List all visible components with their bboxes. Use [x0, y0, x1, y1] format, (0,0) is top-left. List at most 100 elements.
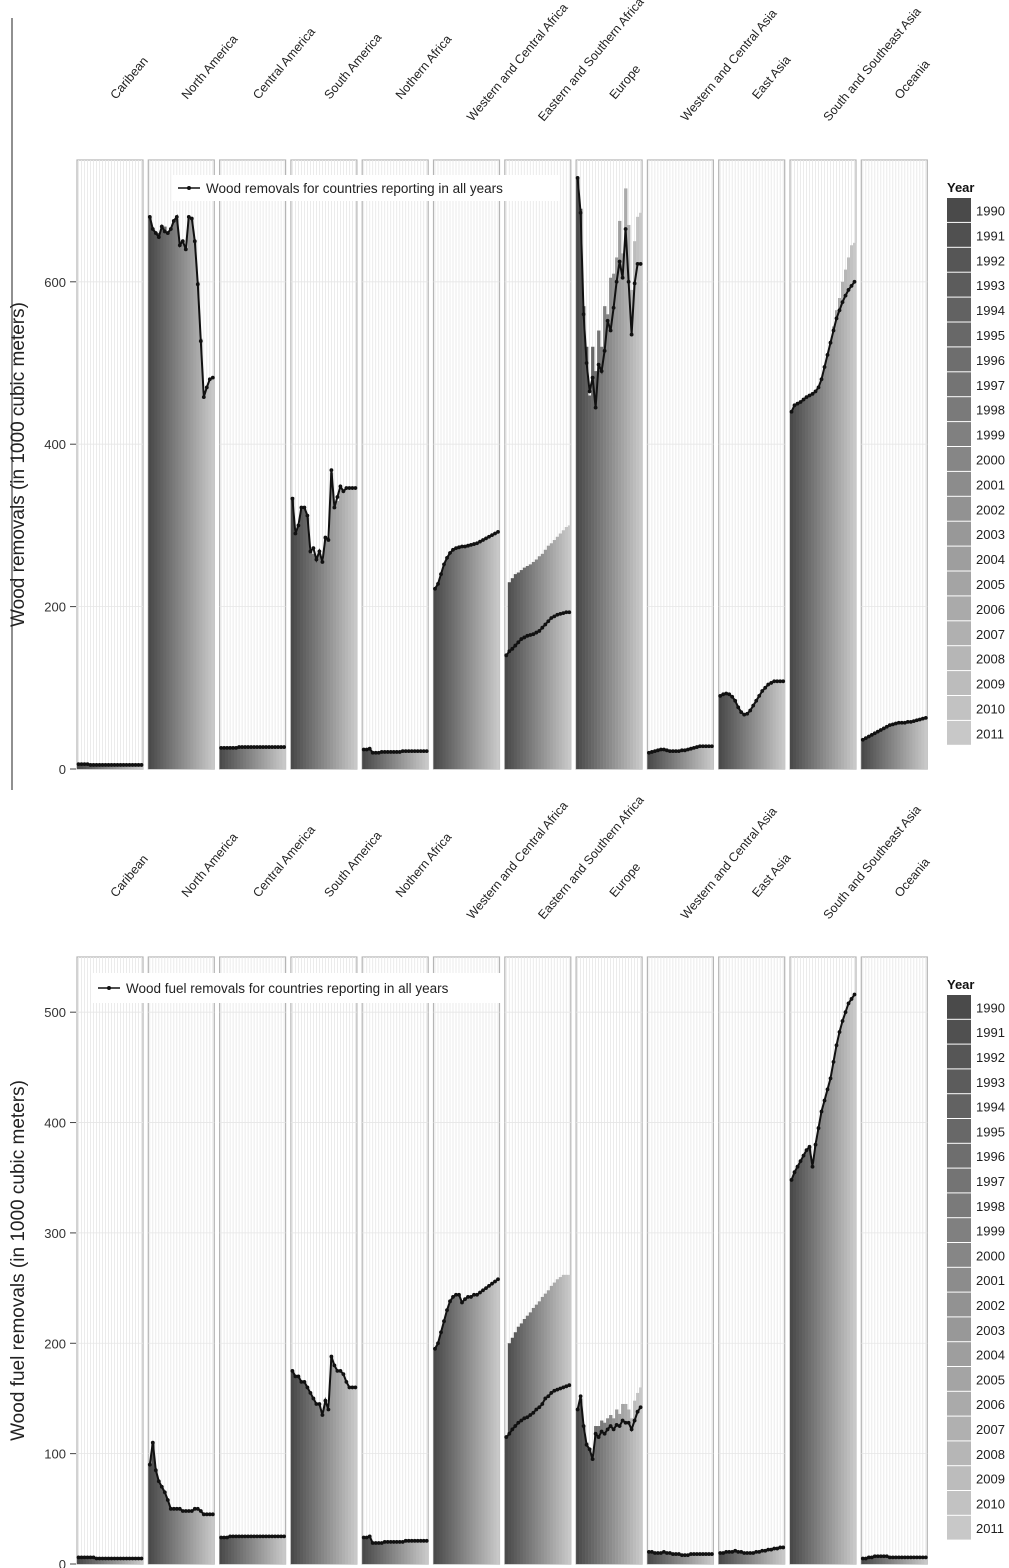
line-point-2008 — [772, 1546, 777, 1551]
bar-1992 — [296, 525, 301, 769]
line-point-2011 — [638, 1405, 643, 1410]
bar-1991 — [579, 1398, 583, 1564]
year-legend-label: 1999 — [976, 1224, 1005, 1239]
bar-2006 — [338, 1370, 343, 1564]
line-point-1997 — [739, 1549, 744, 1554]
line-point-2005 — [478, 539, 482, 544]
line-point-2004 — [760, 689, 765, 693]
panel-label: Nothern Africa — [393, 32, 455, 102]
line-point-2001 — [751, 703, 756, 708]
line-point-2007 — [127, 1556, 132, 1561]
line-point-2002 — [754, 1549, 759, 1554]
panel-label: Western and Central Asia — [678, 6, 780, 123]
bar-1995 — [662, 1551, 666, 1564]
bar-1999 — [389, 751, 393, 769]
line-point-1997 — [240, 745, 245, 749]
bar-2007 — [484, 538, 488, 769]
line-point-1997 — [596, 1435, 601, 1439]
bar-2004 — [404, 1540, 408, 1564]
line-point-2008 — [130, 1556, 135, 1561]
bar-2003 — [686, 749, 690, 769]
line-point-2001 — [109, 763, 114, 767]
line-point-1994 — [445, 1308, 449, 1313]
bar-2005 — [193, 241, 197, 769]
bar-2001 — [894, 723, 898, 769]
line-point-2010 — [564, 1384, 569, 1389]
year-legend-swatch — [947, 546, 971, 571]
line-point-1993 — [869, 1555, 874, 1560]
line-point-1997 — [311, 546, 316, 551]
bar-2010 — [350, 1387, 355, 1564]
bar-2011 — [710, 746, 714, 769]
line-point-1996 — [878, 728, 883, 732]
bar-2004 — [903, 1557, 907, 1564]
bar-2011 — [710, 1554, 714, 1564]
line-point-2002 — [469, 1295, 473, 1299]
bar-2011 — [425, 1540, 429, 1564]
line-point-1994 — [302, 505, 307, 510]
line-point-1995 — [305, 1385, 310, 1390]
year-legend-swatch — [947, 1391, 971, 1416]
year-legend-swatch — [947, 471, 971, 496]
bar-1996 — [451, 549, 455, 769]
line-point-1998 — [599, 369, 604, 374]
bar-2004 — [190, 1511, 194, 1564]
line-point-1996 — [878, 1554, 883, 1559]
bar-2007 — [270, 1536, 274, 1564]
line-point-2010 — [635, 262, 640, 266]
bar-2006 — [624, 188, 628, 770]
bar-2009 — [561, 1274, 566, 1564]
line-point-2003 — [329, 1354, 334, 1359]
bar-2000 — [820, 379, 824, 769]
y-tick-label: 400 — [44, 1116, 66, 1131]
line-point-2004 — [831, 328, 836, 333]
bar-1999 — [531, 561, 536, 769]
bar-1996 — [665, 1552, 669, 1564]
line-point-1996 — [736, 1549, 741, 1554]
line-point-1996 — [807, 393, 812, 398]
line-point-1997 — [97, 763, 102, 767]
line-point-1999 — [317, 549, 322, 554]
year-legend-swatch — [947, 247, 971, 272]
line-point-1994 — [88, 1555, 93, 1560]
line-point-1995 — [162, 229, 167, 234]
bar-2005 — [407, 1540, 411, 1564]
line-point-2002 — [397, 750, 402, 754]
line-point-1996 — [165, 1498, 170, 1502]
line-point-2001 — [608, 1424, 613, 1428]
bar-1994 — [374, 1543, 378, 1564]
line-point-2000 — [249, 745, 254, 749]
panel-frame — [646, 159, 715, 770]
line-point-2004 — [902, 720, 907, 725]
line-point-2001 — [394, 750, 399, 754]
line-point-2001 — [537, 629, 542, 633]
year-legend-label: 2008 — [976, 1447, 1005, 1462]
line-point-1999 — [317, 1402, 322, 1406]
bar-1999 — [246, 1536, 250, 1564]
bar-1994 — [445, 1310, 449, 1564]
line-point-2005 — [121, 763, 126, 767]
line-point-2010 — [707, 744, 711, 749]
bar-2004 — [546, 1290, 551, 1564]
line-point-2000 — [177, 243, 182, 248]
panel-label: Caribean — [108, 54, 151, 102]
panel-label: East Asia — [749, 851, 793, 900]
bar-2011 — [353, 488, 358, 769]
bar-1995 — [377, 752, 381, 769]
bar-1990 — [576, 1409, 580, 1564]
line-point-2000 — [890, 722, 895, 727]
line-point-2001 — [180, 1509, 185, 1513]
line-point-1994 — [659, 747, 663, 752]
line-point-2011 — [923, 1555, 928, 1560]
line-point-2001 — [323, 535, 328, 540]
line-point-1997 — [881, 726, 886, 731]
line-point-2006 — [481, 1288, 485, 1293]
line-point-1998 — [243, 745, 248, 749]
line-point-2008 — [201, 1512, 206, 1517]
line-point-1997 — [168, 1506, 173, 1511]
line-point-1992 — [510, 1427, 515, 1432]
year-legend-label: 2004 — [976, 1348, 1005, 1363]
line-point-2007 — [698, 744, 702, 749]
line-point-2008 — [629, 332, 634, 337]
panel-2: Central America — [219, 25, 318, 770]
